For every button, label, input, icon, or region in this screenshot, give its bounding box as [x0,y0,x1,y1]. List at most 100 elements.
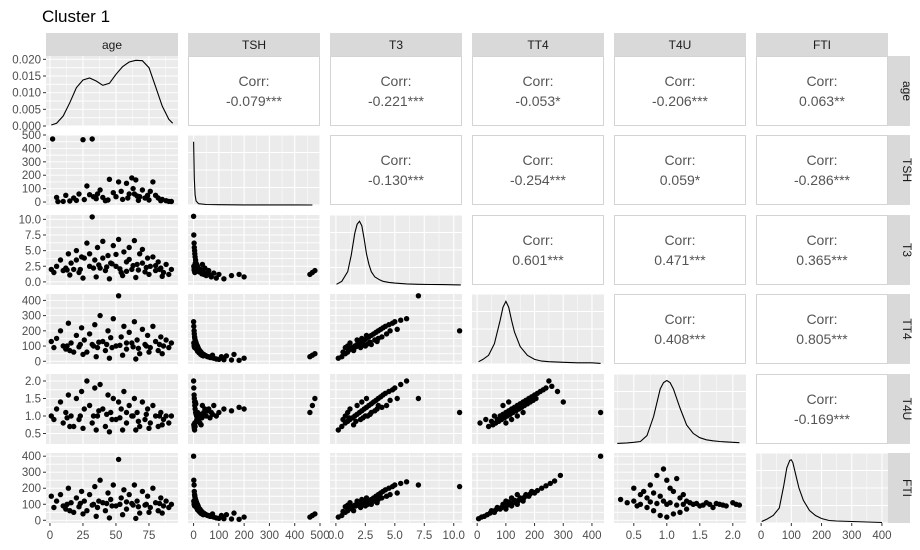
scatter-point [191,482,197,488]
scatter-point [667,500,673,506]
scatter-point [53,263,60,269]
scatter-point [191,232,197,238]
scatter-point [144,332,151,339]
column-strip-label-age: age [102,38,122,52]
scatter-point [77,413,84,419]
x-tick-label: 1.5 [692,530,708,542]
scatter-point [105,490,111,496]
corr-label: Corr: [664,152,695,168]
scatter-point [392,385,398,391]
y-tick-label: 100 [22,499,41,511]
scatter-point [200,512,206,518]
scatter-point [236,271,242,278]
scatter-point [144,493,151,499]
scatter-point [190,378,197,384]
x-tick-label: 100 [496,530,515,542]
scatter-point [241,514,247,520]
scatter-point [113,263,119,269]
scatter-point [403,479,410,485]
scatter-point [110,316,117,322]
scatter-point [514,413,520,419]
column-strip-TT4 [472,33,604,56]
scatter-point [631,498,637,504]
scatter-point [312,351,318,357]
corr-label: Corr: [380,73,411,89]
scatter-point [71,423,77,430]
scatter-point [514,501,520,507]
scatter-point [146,197,152,203]
scatter-point [168,340,175,346]
scatter-point [560,399,566,405]
corr-label: Corr: [806,152,837,168]
scatter-point [144,255,151,261]
scatter-point [106,515,113,521]
scatter-point [158,334,164,340]
scatter-point [93,513,99,519]
scatter-point [365,413,371,419]
scatter-point [152,262,159,269]
scatter-point [624,500,630,506]
scatter-point [109,503,115,509]
scatter-point [597,409,604,416]
scatter-point [383,402,390,409]
scatter-point [130,185,136,192]
scatter-point [144,406,151,412]
scatter-point [73,247,80,254]
scatter-point [488,508,495,514]
scatter-point [121,249,127,255]
scatter-point [64,501,70,507]
scatter-point [168,198,175,205]
scatter-point [209,411,216,417]
scatter-point [81,196,88,203]
scatter-point [375,335,381,342]
scatter-point [415,395,422,402]
scatter-point [236,357,242,363]
scatter-point [110,482,117,488]
scatter-point [508,503,515,509]
scatter-point [523,491,529,498]
corr-value: 0.059* [660,172,701,188]
y-tick-label: 10.0 [19,214,41,226]
x-tick-label: 5.0 [387,530,403,542]
y-tick-label: 7.5 [25,230,41,242]
corr-label: Corr: [806,232,837,248]
corr-value: -0.169*** [794,411,851,427]
scatter-point [117,266,123,272]
scatter-point [131,319,138,325]
column-strip-age [46,33,178,56]
scatter-point [146,349,152,355]
scatter-point [94,244,101,251]
density-curve-T4U [617,379,740,444]
scatter-point [143,411,149,417]
x-tick-label: 500 [310,530,329,542]
scatter-point [654,500,660,507]
scatter-point [137,510,143,516]
scatter-point [547,480,553,487]
y-tick-label: 0.5 [25,429,41,441]
column-strip-T4U [614,33,746,56]
x-tick-label: 400 [872,530,891,542]
scatter-point [209,511,216,517]
scatter-point [126,402,132,409]
scatter-point [166,420,172,426]
scatter-point [191,323,197,329]
scatter-point [387,397,393,403]
scatter-point [90,501,97,507]
scatter-point [133,427,139,433]
scatter-point [216,271,222,278]
y-tick-label: 500 [22,130,41,142]
scatter-point [359,399,365,405]
scatter-point [456,483,463,490]
scatter-point [115,456,122,463]
scatter-point [94,504,101,511]
scatter-point [119,272,126,279]
scatter-point [123,506,130,512]
panel-age-TSH [188,56,320,126]
scatter-point [92,385,98,391]
x-tick-label: 7.5 [416,530,432,542]
scatter-point [353,503,359,509]
scatter-point [680,491,686,498]
scatter-point [403,378,410,384]
scatter-point [65,251,72,257]
scatter-point [163,413,169,419]
